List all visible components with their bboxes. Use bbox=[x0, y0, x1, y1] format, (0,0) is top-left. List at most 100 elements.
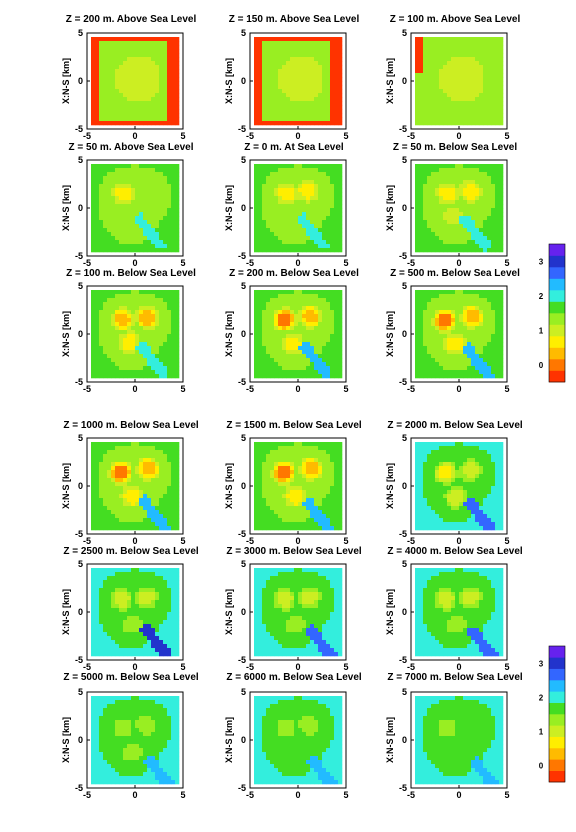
heatmap-cell bbox=[475, 338, 480, 343]
heatmap-cell bbox=[95, 330, 100, 335]
heatmap-cell bbox=[270, 224, 275, 229]
heatmap-cell bbox=[310, 45, 315, 50]
heatmap-cell bbox=[423, 370, 428, 375]
heatmap-cell bbox=[435, 184, 440, 189]
heatmap-cell bbox=[139, 49, 144, 54]
heatmap-cell bbox=[290, 101, 295, 106]
heatmap-cell bbox=[322, 306, 327, 311]
heatmap-cell bbox=[151, 290, 156, 295]
heatmap-cell bbox=[322, 290, 327, 295]
heatmap-cell bbox=[447, 81, 452, 86]
heatmap-cell bbox=[463, 204, 468, 209]
heatmap-cell bbox=[310, 172, 315, 177]
heatmap-cell bbox=[127, 93, 132, 98]
heatmap-cell bbox=[338, 37, 343, 42]
heatmap-cell bbox=[286, 374, 291, 379]
heatmap-cell bbox=[278, 65, 283, 70]
heatmap-cell bbox=[135, 482, 140, 487]
heatmap-cell bbox=[499, 330, 504, 335]
heatmap-cell bbox=[270, 89, 275, 94]
heatmap-cell bbox=[415, 113, 420, 118]
heatmap-cell bbox=[111, 216, 116, 221]
heatmap-cell bbox=[483, 342, 488, 347]
heatmap-cell bbox=[278, 294, 283, 299]
heatmap-cell bbox=[91, 69, 96, 74]
heatmap-cell bbox=[135, 470, 140, 475]
heatmap-cell bbox=[471, 334, 476, 339]
heatmap-cell bbox=[330, 322, 335, 327]
heatmap-cell bbox=[290, 228, 295, 233]
heatmap-cell bbox=[423, 53, 428, 58]
heatmap-cell bbox=[431, 294, 436, 299]
heatmap-cell bbox=[431, 342, 436, 347]
heatmap-cell bbox=[479, 322, 484, 327]
heatmap-cell bbox=[262, 346, 267, 351]
heatmap-cell bbox=[435, 196, 440, 201]
heatmap-cell bbox=[119, 342, 124, 347]
heatmap-cell bbox=[99, 45, 104, 50]
heatmap-cell bbox=[475, 236, 480, 241]
heatmap-cell bbox=[302, 322, 307, 327]
heatmap-cell bbox=[334, 370, 339, 375]
heatmap-cell bbox=[99, 350, 104, 355]
heatmap-cell bbox=[127, 506, 132, 511]
heatmap-cell bbox=[159, 314, 164, 319]
heatmap-cell bbox=[499, 232, 504, 237]
heatmap-cell bbox=[314, 232, 319, 237]
heatmap-cell bbox=[171, 244, 176, 249]
heatmap-cell bbox=[270, 346, 275, 351]
heatmap-cell bbox=[310, 105, 315, 110]
heatmap-cell bbox=[127, 314, 132, 319]
heatmap-cell bbox=[159, 318, 164, 323]
heatmap-cell bbox=[167, 121, 172, 126]
heatmap-cell bbox=[290, 224, 295, 229]
heatmap-cell bbox=[286, 105, 291, 110]
heatmap-cell bbox=[326, 121, 331, 126]
heatmap-cell bbox=[175, 358, 180, 363]
heatmap-cell bbox=[459, 366, 464, 371]
heatmap-cell bbox=[115, 366, 120, 371]
heatmap-cell bbox=[119, 454, 124, 459]
heatmap-cell bbox=[499, 113, 504, 118]
heatmap-cell bbox=[451, 101, 456, 106]
heatmap-cell bbox=[467, 326, 472, 331]
heatmap-cell bbox=[443, 81, 448, 86]
heatmap-cell bbox=[459, 172, 464, 177]
heatmap-cell bbox=[151, 53, 156, 58]
heatmap-cell bbox=[123, 184, 128, 189]
heatmap-cell bbox=[447, 322, 452, 327]
heatmap-cell bbox=[290, 85, 295, 90]
heatmap-cell bbox=[143, 506, 148, 511]
heatmap-cell bbox=[111, 236, 116, 241]
heatmap-cell bbox=[135, 45, 140, 50]
heatmap-cell bbox=[143, 494, 148, 499]
heatmap-cell bbox=[99, 502, 104, 507]
heatmap-cell bbox=[479, 346, 484, 351]
heatmap-cell bbox=[258, 346, 263, 351]
heatmap-cell bbox=[479, 354, 484, 359]
heatmap-cell bbox=[294, 65, 299, 70]
heatmap-cell bbox=[274, 334, 279, 339]
heatmap-cell bbox=[103, 350, 108, 355]
heatmap-cell bbox=[318, 53, 323, 58]
x-tick-label: -5 bbox=[407, 258, 415, 268]
heatmap-cell bbox=[171, 172, 176, 177]
heatmap-cell bbox=[286, 81, 291, 86]
heatmap-cell bbox=[475, 240, 480, 245]
heatmap-cell bbox=[330, 196, 335, 201]
heatmap-cell bbox=[443, 45, 448, 50]
heatmap-cell bbox=[115, 298, 120, 303]
heatmap-cell bbox=[431, 314, 436, 319]
heatmap-cell bbox=[155, 374, 160, 379]
heatmap-cell bbox=[419, 180, 424, 185]
heatmap-cell bbox=[455, 89, 460, 94]
heatmap-cell bbox=[483, 224, 488, 229]
heatmap-cell bbox=[119, 526, 124, 531]
heatmap-cell bbox=[294, 358, 299, 363]
heatmap-cell bbox=[423, 61, 428, 66]
heatmap-cell bbox=[262, 338, 267, 343]
heatmap-cell bbox=[314, 346, 319, 351]
heatmap-cell bbox=[95, 358, 100, 363]
heatmap-cell bbox=[167, 498, 172, 503]
heatmap-cell bbox=[475, 172, 480, 177]
